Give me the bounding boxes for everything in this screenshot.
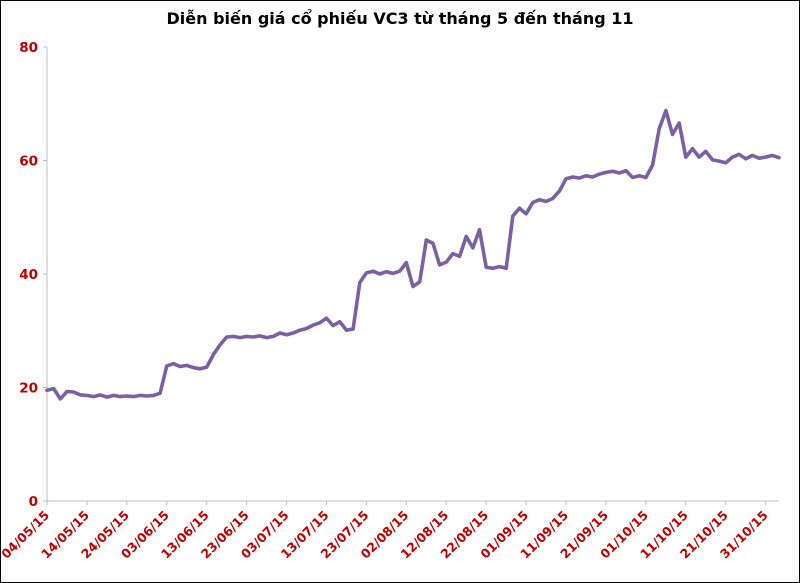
y-tick-label: 0 [29, 494, 38, 510]
y-tick-label: 80 [19, 40, 38, 56]
y-tick-label: 40 [19, 267, 38, 283]
y-tick-label: 20 [19, 381, 38, 397]
y-tick-label: 60 [19, 154, 38, 170]
chart-title: Diễn biến giá cổ phiếu VC3 từ tháng 5 đế… [166, 9, 634, 28]
price-line [45, 108, 781, 401]
